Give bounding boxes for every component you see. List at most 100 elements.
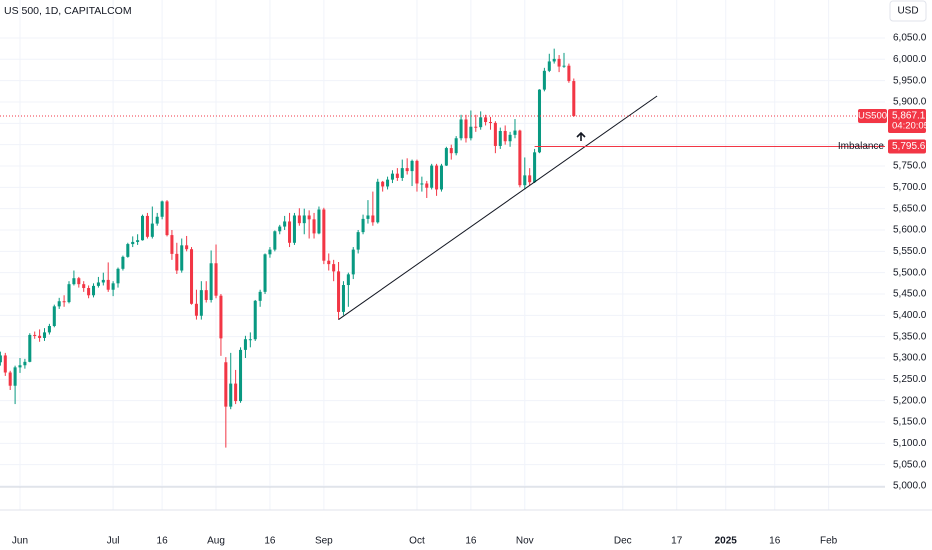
- candle-body: [381, 181, 385, 187]
- candle-body: [263, 254, 267, 292]
- candle-body: [557, 58, 561, 67]
- candle-body: [395, 173, 399, 178]
- candle-body: [425, 183, 429, 188]
- candle-body: [312, 219, 316, 234]
- y-tick-label: 5,250.0: [893, 374, 927, 385]
- candle-body: [121, 256, 125, 269]
- y-tick-label: 5,350.0: [893, 331, 927, 342]
- candle-body: [224, 362, 228, 407]
- y-tick-label: 5,600.0: [893, 225, 927, 236]
- candle-body: [376, 181, 380, 223]
- candle-body: [371, 215, 375, 223]
- symbol-tag: [858, 109, 887, 124]
- currency-label[interactable]: USD: [897, 6, 918, 17]
- y-tick-label: 5,400.0: [893, 310, 927, 321]
- candle-body: [87, 288, 91, 296]
- candle-body: [253, 300, 257, 340]
- candle-body: [356, 232, 360, 250]
- candle-body: [165, 201, 169, 236]
- candle-body: [258, 291, 262, 301]
- x-tick-label: 2025: [715, 536, 738, 547]
- candle-body: [288, 221, 292, 243]
- candle-body: [503, 130, 507, 142]
- y-tick-label: 5,200.0: [893, 395, 927, 406]
- candle-body: [13, 367, 17, 386]
- candle-body: [415, 160, 419, 184]
- y-tick-label: 5,900.0: [893, 97, 927, 108]
- candle-body: [219, 295, 223, 339]
- candle-body: [52, 306, 56, 326]
- candles: [0, 48, 885, 448]
- candle-body: [513, 130, 517, 135]
- candle-body: [410, 160, 414, 172]
- candle-body: [454, 138, 458, 154]
- candle-body: [498, 130, 502, 146]
- candle-body: [243, 339, 247, 350]
- x-tick-label: Nov: [516, 536, 534, 547]
- candle-body: [101, 279, 105, 283]
- axes: 5,000.0 5,050.0 5,100.0 5,150.0 5,200.0 5,250…: [12, 33, 929, 547]
- candle-body: [420, 183, 424, 185]
- candle-body: [435, 165, 439, 190]
- x-tick-label: Dec: [614, 536, 632, 547]
- y-tick-label: 5,550.0: [893, 246, 927, 257]
- y-tick-label: 5,650.0: [893, 203, 927, 214]
- candle-body: [327, 260, 331, 265]
- chart-title: US 500, 1D, CAPITALCOM: [4, 5, 132, 17]
- candle-body: [337, 271, 341, 312]
- x-tick-label: 17: [671, 536, 683, 547]
- candle-body: [42, 332, 47, 338]
- y-tick-label: 6,000.0: [893, 54, 927, 65]
- candle-body: [508, 134, 512, 142]
- candle-body: [62, 301, 66, 303]
- candle-body: [332, 264, 336, 272]
- candle-body: [297, 215, 301, 224]
- imbalance-value: 5,795.6: [892, 141, 926, 152]
- candle-body: [47, 325, 51, 333]
- candle-body: [145, 215, 149, 237]
- x-tick-label: Feb: [820, 536, 838, 547]
- candle-body: [528, 175, 532, 183]
- candle-body: [317, 209, 321, 234]
- candle-body: [523, 175, 527, 186]
- candle-body: [77, 278, 81, 285]
- candle-body: [366, 215, 370, 219]
- y-tick-label: 5,450.0: [893, 289, 927, 300]
- y-tick-label: 6,050.0: [893, 33, 927, 44]
- arrow-icon: [576, 131, 586, 141]
- x-tick-label: 16: [465, 536, 477, 547]
- candle-body: [562, 65, 566, 67]
- candle-body: [307, 215, 311, 220]
- price-tag: [888, 109, 926, 134]
- candle-body: [204, 290, 208, 300]
- x-tick-label: Jul: [107, 536, 120, 547]
- candle-body: [484, 117, 488, 123]
- candle-body: [214, 263, 218, 296]
- candle-body: [474, 126, 478, 128]
- y-tick-label: 5,700.0: [893, 182, 927, 193]
- y-tick-label: 5,100.0: [893, 438, 927, 449]
- candle-body: [57, 301, 61, 307]
- candle-body: [449, 148, 453, 154]
- candle-body: [150, 223, 154, 237]
- candle-body: [292, 215, 296, 243]
- candle-body: [346, 274, 350, 286]
- x-tick-label: Jun: [12, 536, 28, 547]
- candle-body: [23, 361, 27, 366]
- candle-body: [400, 168, 404, 178]
- candle-body: [464, 119, 468, 139]
- x-tick-label: Sep: [315, 536, 333, 547]
- candle-body: [131, 241, 135, 245]
- x-tick-label: Oct: [409, 536, 425, 547]
- candle-body: [493, 122, 497, 146]
- candle-body: [140, 215, 145, 241]
- candle-body: [518, 130, 522, 186]
- candle-body: [229, 383, 233, 407]
- candle-body: [469, 126, 473, 139]
- y-tick-label: 5,150.0: [893, 417, 927, 428]
- candle-body: [248, 339, 252, 341]
- candle-body: [567, 65, 571, 82]
- currency-button[interactable]: [889, 0, 927, 22]
- candle-body: [302, 215, 306, 224]
